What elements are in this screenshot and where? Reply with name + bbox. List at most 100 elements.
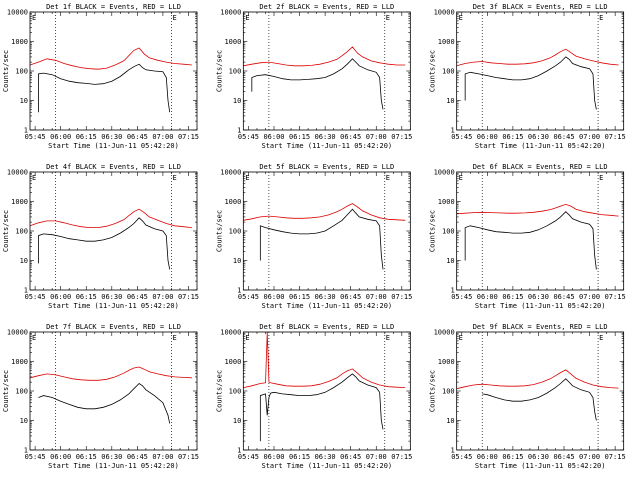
- corner-mark-right: E: [599, 334, 603, 342]
- x-tick-label: 06:45: [340, 293, 361, 301]
- y-tick-label: 100: [442, 228, 455, 236]
- x-tick-label: 06:45: [553, 293, 574, 301]
- y-tick-label: 1: [24, 447, 28, 455]
- x-tick-label: 07:15: [178, 133, 199, 141]
- y-tick-label: 100: [229, 228, 242, 236]
- plot-frame: [242, 171, 411, 291]
- corner-mark-left: E: [245, 174, 249, 182]
- x-tick-label: 06:15: [76, 293, 97, 301]
- x-tick-label: 07:15: [391, 453, 412, 461]
- y-tick-label: 1000: [438, 358, 455, 366]
- series-events-line: [38, 217, 171, 270]
- corner-mark-left: E: [32, 334, 36, 342]
- y-tick-label: 100: [442, 68, 455, 76]
- y-tick-label: 1000: [11, 198, 28, 206]
- x-tick-label: 07:15: [178, 293, 199, 301]
- x-tick-label: 07:15: [178, 453, 199, 461]
- x-tick-label: 06:15: [502, 453, 523, 461]
- corner-mark-right: E: [386, 14, 390, 22]
- y-tick-label: 1000: [11, 38, 28, 46]
- series-events-line: [482, 378, 597, 421]
- series-lld-line: [456, 369, 619, 390]
- y-tick-label: 10000: [7, 329, 28, 337]
- x-tick-label: 07:15: [391, 293, 412, 301]
- corner-mark-left: E: [459, 174, 463, 182]
- y-tick-label: 10000: [7, 169, 28, 177]
- x-tick-label: 06:15: [289, 293, 310, 301]
- chart-panel-7: Det 7f BLACK = Events, RED = LLD 1 10 100 10…: [2, 323, 199, 470]
- x-tick-label: 06:30: [315, 453, 336, 461]
- y-tick-label: 10: [446, 417, 454, 425]
- y-tick-label: 100: [15, 68, 28, 76]
- corner-mark-left: E: [32, 174, 36, 182]
- chart-panel-6: Det 6f BLACK = Events, RED = LLD 1 10 100 10…: [429, 163, 626, 310]
- y-tick-label: 1000: [224, 358, 241, 366]
- chart-title: Det 4f BLACK = Events, RED = LLD: [46, 163, 181, 171]
- chart-title: Det 6f BLACK = Events, RED = LLD: [473, 163, 608, 171]
- series-lld-line: [29, 47, 192, 70]
- x-tick-label: 05:45: [238, 133, 259, 141]
- y-axis-label: Counts/sec: [429, 210, 437, 252]
- x-tick-label: 06:15: [289, 453, 310, 461]
- chart-title: Det 2f BLACK = Events, RED = LLD: [259, 3, 394, 11]
- y-tick-label: 1000: [11, 358, 28, 366]
- series-lld-line: [456, 48, 619, 67]
- x-tick-label: 07:00: [366, 133, 387, 141]
- x-tick-label: 06:30: [101, 133, 122, 141]
- x-tick-label: 06:30: [528, 453, 549, 461]
- corner-mark-left: E: [245, 14, 249, 22]
- y-tick-label: 100: [229, 388, 242, 396]
- corner-mark-right: E: [386, 174, 390, 182]
- x-tick-label: 07:15: [605, 453, 626, 461]
- corner-mark-right: E: [172, 334, 176, 342]
- y-tick-label: 1000: [224, 38, 241, 46]
- y-tick-label: 10000: [220, 169, 241, 177]
- x-tick-label: 06:45: [127, 133, 148, 141]
- x-tick-label: 06:00: [50, 133, 71, 141]
- y-axis-label: Counts/sec: [2, 370, 10, 412]
- series-lld-line: [29, 208, 192, 228]
- x-tick-label: 05:45: [451, 133, 472, 141]
- plot-frame: [456, 171, 625, 291]
- x-tick-label: 05:45: [25, 133, 46, 141]
- series-lld-line: [29, 366, 192, 381]
- y-tick-label: 100: [15, 388, 28, 396]
- x-axis-label: Start Time (11-Jun-11 05:42:20): [262, 462, 393, 470]
- y-tick-label: 10000: [220, 9, 241, 17]
- y-tick-label: 10: [233, 257, 241, 265]
- corner-mark-right: E: [599, 14, 603, 22]
- x-tick-label: 07:00: [579, 293, 600, 301]
- y-tick-label: 100: [229, 68, 242, 76]
- plot-frame: [29, 11, 198, 131]
- y-tick-label: 1: [24, 287, 28, 295]
- x-tick-label: 06:00: [263, 293, 284, 301]
- y-tick-label: 10000: [220, 329, 241, 337]
- y-tick-label: 1: [24, 127, 28, 135]
- x-tick-label: 06:45: [340, 133, 361, 141]
- y-tick-label: 10000: [7, 9, 28, 17]
- plot-frame: [29, 331, 198, 451]
- x-tick-label: 05:45: [238, 293, 259, 301]
- x-tick-label: 06:45: [127, 453, 148, 461]
- plot-frame: [242, 331, 411, 451]
- series-lld-line: [243, 331, 406, 388]
- y-axis-label: Counts/sec: [215, 370, 223, 412]
- y-axis-label: Counts/sec: [2, 210, 10, 252]
- y-tick-label: 1: [450, 287, 454, 295]
- series-events-line: [38, 63, 171, 113]
- y-tick-label: 100: [15, 228, 28, 236]
- chart-title: Det 3f BLACK = Events, RED = LLD: [473, 3, 608, 11]
- x-tick-label: 07:15: [605, 293, 626, 301]
- y-tick-label: 1000: [438, 198, 455, 206]
- chart-title: Det 5f BLACK = Events, RED = LLD: [259, 163, 394, 171]
- series-lld-line: [243, 203, 406, 221]
- x-tick-label: 07:00: [366, 293, 387, 301]
- series-lld-line: [243, 46, 406, 67]
- y-axis-label: Counts/sec: [2, 50, 10, 92]
- corner-mark-left: E: [32, 14, 36, 22]
- x-tick-label: 05:45: [451, 293, 472, 301]
- x-tick-label: 06:00: [50, 293, 71, 301]
- chart-title: Det 9f BLACK = Events, RED = LLD: [473, 323, 608, 331]
- series-events-line: [259, 373, 384, 442]
- x-axis-label: Start Time (11-Jun-11 05:42:20): [48, 462, 179, 470]
